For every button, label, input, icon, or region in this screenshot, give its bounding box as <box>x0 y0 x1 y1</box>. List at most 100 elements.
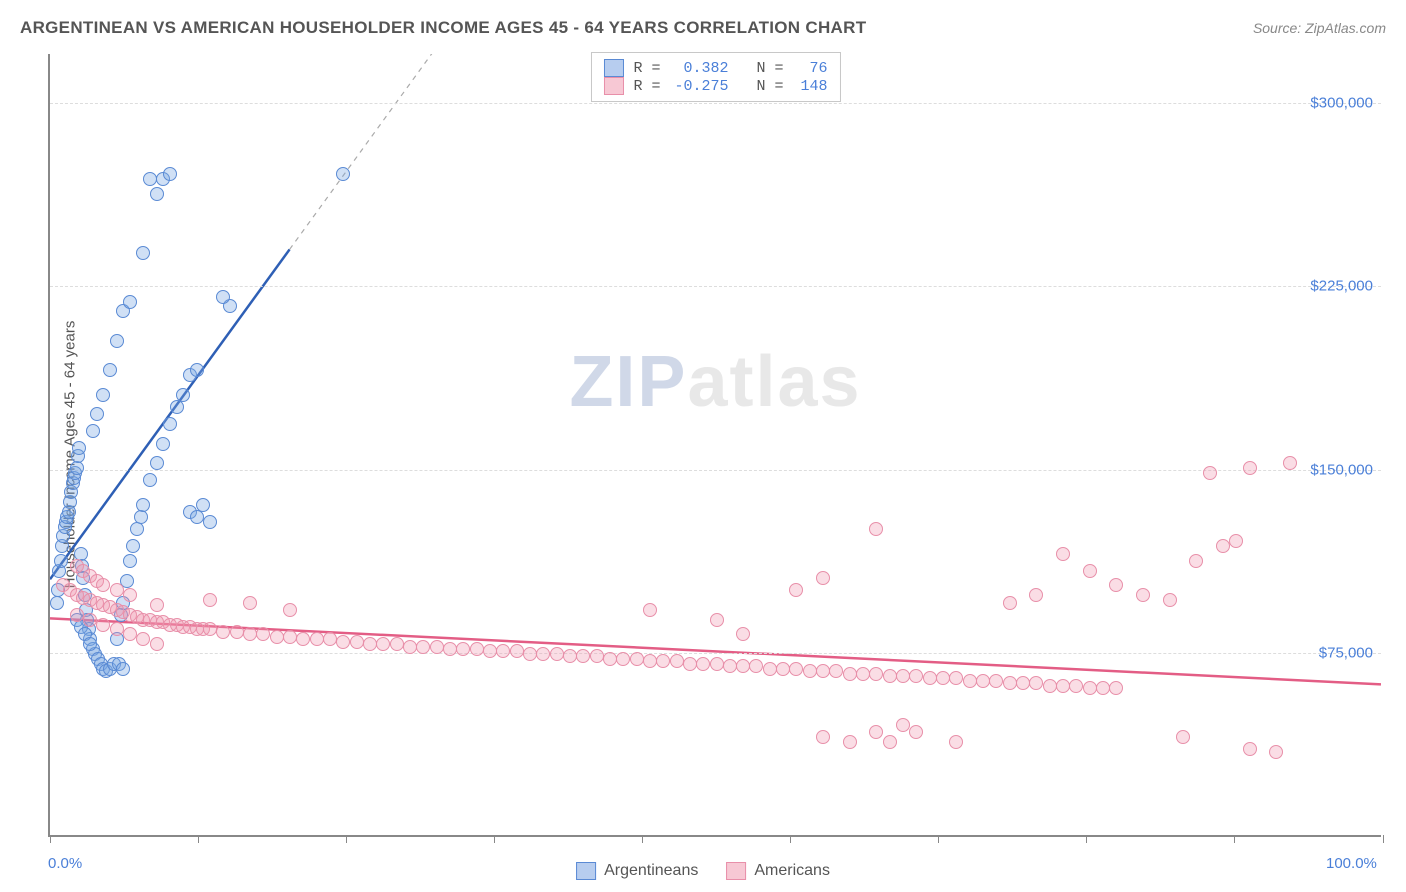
data-point <box>156 437 170 451</box>
data-point <box>590 649 604 663</box>
data-point <box>1229 534 1243 548</box>
data-point <box>1136 588 1150 602</box>
data-point <box>323 632 337 646</box>
data-point <box>869 522 883 536</box>
data-point <box>163 417 177 431</box>
data-point <box>150 456 164 470</box>
data-point <box>86 424 100 438</box>
data-point <box>163 167 177 181</box>
data-point <box>843 735 857 749</box>
data-point <box>116 662 130 676</box>
data-point <box>710 613 724 627</box>
data-point <box>123 554 137 568</box>
data-point <box>90 407 104 421</box>
data-point <box>96 618 110 632</box>
legend-item: Americans <box>726 862 830 880</box>
data-point <box>150 187 164 201</box>
data-point <box>829 664 843 678</box>
data-point <box>70 608 84 622</box>
data-point <box>216 290 230 304</box>
data-point <box>1283 456 1297 470</box>
data-point <box>216 625 230 639</box>
data-point <box>1096 681 1110 695</box>
data-point <box>816 664 830 678</box>
data-point <box>1243 742 1257 756</box>
gridline <box>50 286 1381 287</box>
data-point <box>190 510 204 524</box>
data-point <box>376 637 390 651</box>
data-point <box>883 735 897 749</box>
data-point <box>1029 588 1043 602</box>
data-point <box>203 593 217 607</box>
data-point <box>683 657 697 671</box>
trendlines-layer <box>50 54 1381 836</box>
data-point <box>643 654 657 668</box>
data-point <box>1189 554 1203 568</box>
data-point <box>843 667 857 681</box>
y-tick-label: $300,000 <box>1310 94 1373 111</box>
data-point <box>789 662 803 676</box>
data-point <box>696 657 710 671</box>
x-tick <box>1234 835 1235 843</box>
x-tick <box>494 835 495 843</box>
y-tick-label: $75,000 <box>1319 645 1373 662</box>
gridline <box>50 103 1381 104</box>
data-point <box>256 627 270 641</box>
x-axis-label-left: 0.0% <box>48 855 82 872</box>
data-point <box>816 571 830 585</box>
data-point <box>70 461 84 475</box>
data-point <box>576 649 590 663</box>
x-axis-label-right: 100.0% <box>1326 855 1377 872</box>
data-point <box>963 674 977 688</box>
data-point <box>136 246 150 260</box>
data-point <box>976 674 990 688</box>
data-point <box>1029 676 1043 690</box>
data-point <box>1176 730 1190 744</box>
data-point <box>243 596 257 610</box>
data-point <box>270 630 284 644</box>
data-point <box>134 510 148 524</box>
data-point <box>103 363 117 377</box>
data-point <box>856 667 870 681</box>
data-point <box>816 730 830 744</box>
data-point <box>123 627 137 641</box>
data-point <box>390 637 404 651</box>
data-point <box>616 652 630 666</box>
data-point <box>470 642 484 656</box>
data-point <box>110 334 124 348</box>
chart-title: ARGENTINEAN VS AMERICAN HOUSEHOLDER INCO… <box>20 18 866 38</box>
source-credit: Source: ZipAtlas.com <box>1253 20 1386 36</box>
data-point <box>136 632 150 646</box>
data-point <box>949 735 963 749</box>
data-point <box>736 627 750 641</box>
data-point <box>363 637 377 651</box>
data-point <box>1003 676 1017 690</box>
data-point <box>203 622 217 636</box>
x-tick <box>346 835 347 843</box>
data-point <box>123 295 137 309</box>
data-point <box>710 657 724 671</box>
data-point <box>803 664 817 678</box>
data-point <box>603 652 617 666</box>
legend-stat-row: R = -0.275 N = 148 <box>603 77 827 95</box>
data-point <box>989 674 1003 688</box>
data-point <box>736 659 750 673</box>
data-point <box>230 625 244 639</box>
data-point <box>403 640 417 654</box>
data-point <box>723 659 737 673</box>
gridline <box>50 470 1381 471</box>
data-point <box>110 622 124 636</box>
data-point <box>54 554 68 568</box>
gridline <box>50 653 1381 654</box>
data-point <box>550 647 564 661</box>
data-point <box>1216 539 1230 553</box>
data-point <box>896 718 910 732</box>
data-point <box>869 667 883 681</box>
data-point <box>1109 578 1123 592</box>
x-tick <box>790 835 791 843</box>
chart-area: Householder Income Ages 45 - 64 years ZI… <box>48 54 1381 837</box>
data-point <box>1069 679 1083 693</box>
x-tick <box>1086 835 1087 843</box>
data-point <box>150 598 164 612</box>
data-point <box>143 473 157 487</box>
